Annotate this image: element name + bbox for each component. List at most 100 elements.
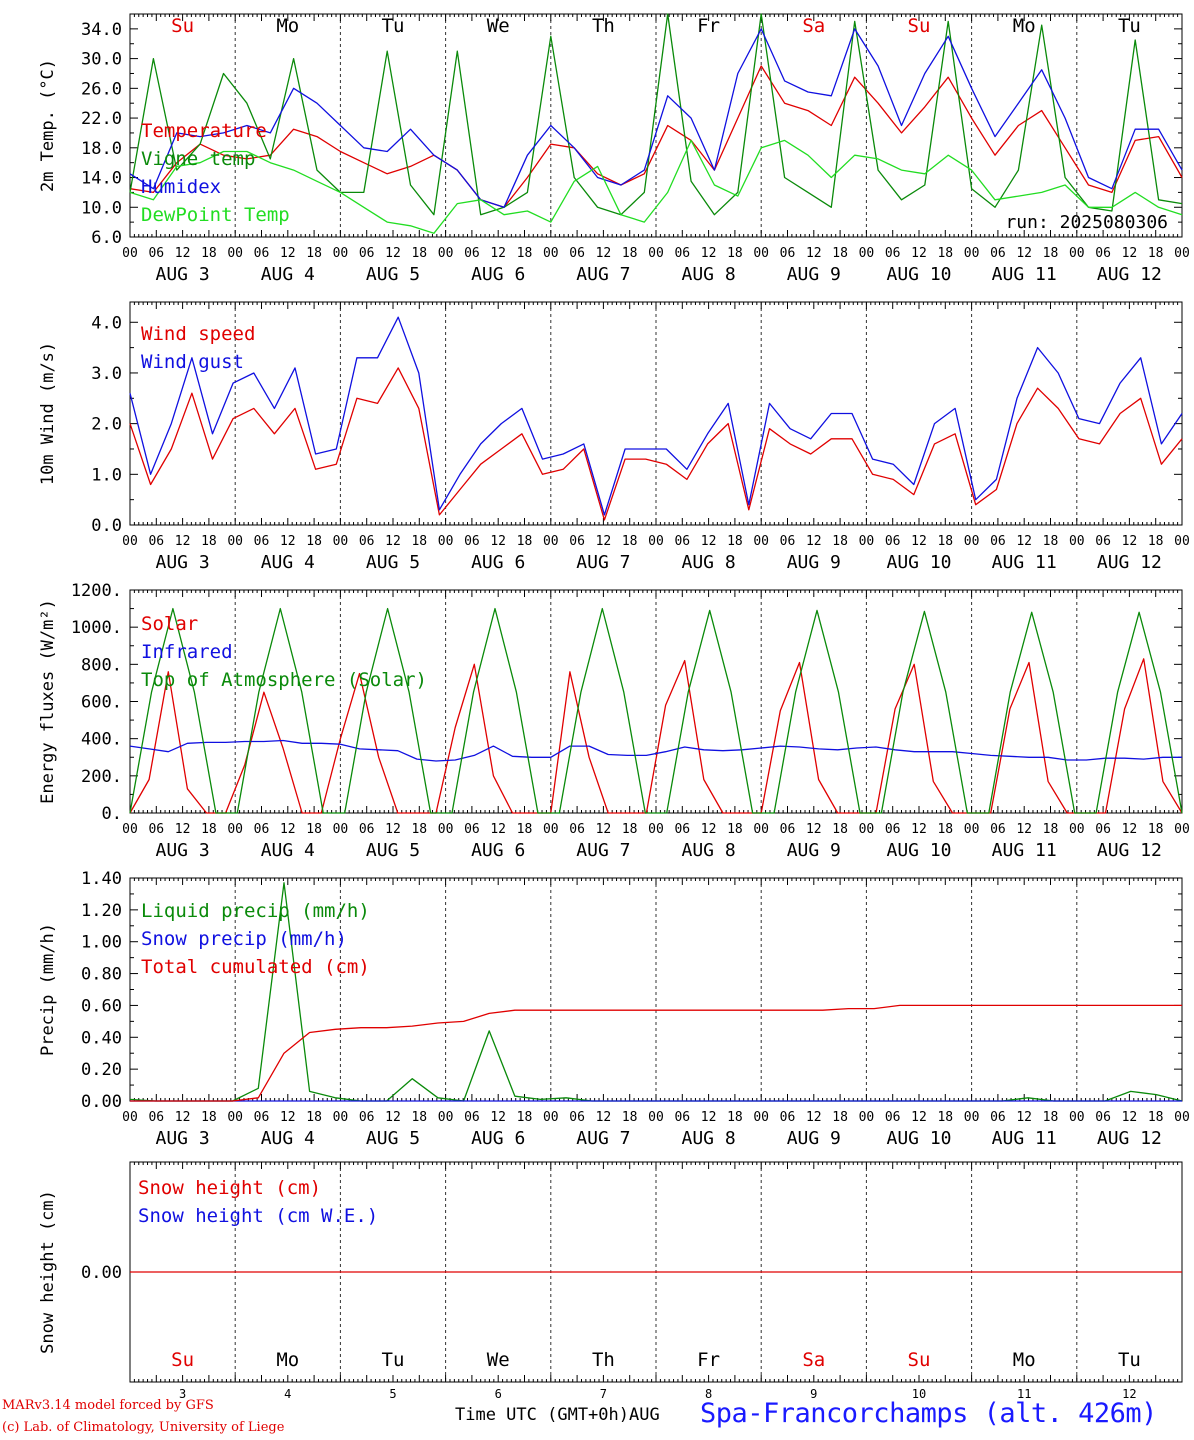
x-hour-label: 18 (1148, 534, 1164, 549)
x-hour-label: 12 (701, 1110, 717, 1125)
footer-model: MARv3.14 model forced by GFS (2, 1398, 214, 1413)
x-hour-label: 06 (674, 246, 690, 261)
x-hour-label: 18 (201, 534, 217, 549)
x-hour-label: 06 (464, 822, 480, 837)
x-hour-label: 06 (674, 1110, 690, 1125)
footer-station: Spa-Francorchamps (alt. 426m) (700, 1398, 1157, 1429)
x-hour-label: 12 (385, 822, 401, 837)
x-hour-label: 18 (832, 1110, 848, 1125)
x-hour-label: 18 (622, 246, 638, 261)
x-hour-label: 12 (911, 822, 927, 837)
x-date-label: AUG 6 (471, 840, 525, 861)
x-hour-label: 12 (175, 534, 191, 549)
x-hour-label: 00 (753, 534, 769, 549)
x-hour-label: 06 (148, 822, 164, 837)
legend-entry: Infrared (141, 641, 233, 663)
x-date-label: AUG 9 (787, 552, 841, 573)
x-date-label: AUG 3 (156, 1128, 210, 1149)
footer-xlabel: Time UTC (GMT+0h)AUG (455, 1405, 660, 1425)
x-hour-label: 00 (1069, 822, 1085, 837)
x-hour-label: 00 (122, 534, 138, 549)
x-hour-label: 12 (1122, 246, 1138, 261)
x-hour-label: 00 (1174, 1110, 1190, 1125)
y-tick-label: 1200. (71, 581, 122, 601)
x-hour-label: 12 (1016, 534, 1032, 549)
x-hour-label: 00 (122, 1110, 138, 1125)
x-date-label: AUG 9 (787, 264, 841, 285)
day-name-label: We (487, 15, 510, 37)
x-hour-label: 12 (385, 246, 401, 261)
x-hour-label: 06 (359, 822, 375, 837)
day-name-label: Su (171, 1349, 194, 1371)
y-tick-label: 22.0 (81, 109, 122, 129)
x-hour-label: 18 (201, 822, 217, 837)
x-hour-label: 06 (569, 822, 585, 837)
day-name-label: Su (908, 15, 931, 37)
y-tick-label: 1.40 (81, 869, 122, 889)
x-hour-label: 00 (543, 1110, 559, 1125)
x-hour-label: 00 (122, 246, 138, 261)
y-tick-label: 0.60 (81, 996, 122, 1016)
x-date-label: AUG 5 (366, 1128, 420, 1149)
y-tick-label: 10.0 (81, 198, 122, 218)
x-hour-label: 12 (596, 246, 612, 261)
x-hour-label: 18 (1043, 822, 1059, 837)
x-hour-label: 00 (438, 246, 454, 261)
bottom-day-names: Su Mo Tu We Th Fr Sa Su Mo Tu (171, 1349, 1141, 1371)
x-hour-label: 00 (753, 246, 769, 261)
x-date-label: AUG 4 (261, 552, 315, 573)
y-tick-label: 0.20 (81, 1060, 122, 1080)
x-hour-label: 00 (648, 534, 664, 549)
x-hour-label: 18 (1148, 822, 1164, 837)
x-hour-label: 12 (806, 1110, 822, 1125)
x-hour-label: 12 (280, 534, 296, 549)
legend-entry: Vigne temp (141, 148, 255, 170)
x-hour-label: 18 (1148, 1110, 1164, 1125)
x-date-label: AUG 3 (156, 264, 210, 285)
legend-entry: Snow height (cm) (138, 1177, 321, 1199)
series-line-2 (129, 316, 1183, 516)
x-hour-label: 18 (517, 1110, 533, 1125)
x-hour-label: 12 (490, 1110, 506, 1125)
x-hour-label: 12 (596, 822, 612, 837)
x-date-label: AUG 11 (992, 1128, 1057, 1149)
y-tick-label: 2.0 (91, 415, 122, 435)
x-hour-label: 00 (1174, 534, 1190, 549)
x-hour-label: 06 (359, 534, 375, 549)
y-tick-label: 600. (81, 693, 122, 713)
x-hour-label: 00 (333, 822, 349, 837)
x-date-label: AUG 8 (682, 840, 736, 861)
x-date-label: AUG 3 (156, 552, 210, 573)
series-line-3 (130, 1004, 1182, 1102)
x-hour-label: 00 (227, 534, 243, 549)
x-hour-label: 06 (1095, 822, 1111, 837)
x-hour-label: 18 (306, 246, 322, 261)
legend-entry: Snow precip (mm/h) (141, 928, 347, 950)
bottom-day-numbers: 3 4 5 6 7 8 9 10 11 12 (179, 1387, 1137, 1401)
day-name-label: We (487, 1349, 510, 1371)
x-hour-label: 18 (832, 534, 848, 549)
x-hour-label: 06 (464, 534, 480, 549)
x-hour-label: 00 (227, 246, 243, 261)
x-hour-label: 06 (569, 246, 585, 261)
day-name-label: Tu (382, 15, 405, 37)
x-hour-label: 00 (1069, 1110, 1085, 1125)
x-date-label: AUG 11 (992, 264, 1057, 285)
series-group (129, 316, 1183, 521)
run-annotation: run: 2025080306 (1005, 212, 1168, 233)
x-hour-label: 18 (411, 246, 427, 261)
x-hour-label: 12 (1016, 246, 1032, 261)
x-hour-label: 12 (701, 822, 717, 837)
day-name-label: Sa (802, 1349, 825, 1371)
x-hour-label: 18 (937, 534, 953, 549)
y-tick-label: 18.0 (81, 139, 122, 159)
x-hour-label: 00 (648, 1110, 664, 1125)
x-hour-label: 12 (806, 246, 822, 261)
x-hour-label: 00 (227, 822, 243, 837)
x-hour-label: 12 (596, 534, 612, 549)
y-tick-label: 1.20 (81, 901, 122, 921)
day-name-label: Mo (1013, 1349, 1036, 1371)
x-hour-label: 06 (1095, 1110, 1111, 1125)
x-hour-label: 06 (780, 246, 796, 261)
x-hour-label: 12 (490, 534, 506, 549)
